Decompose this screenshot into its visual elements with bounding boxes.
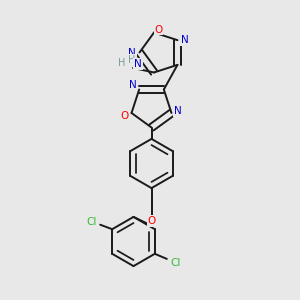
Text: Cl: Cl: [171, 258, 181, 268]
Text: H: H: [128, 55, 135, 65]
Text: Cl: Cl: [86, 217, 96, 227]
Text: N: N: [134, 59, 142, 69]
Text: O: O: [147, 216, 156, 226]
Text: N: N: [174, 106, 182, 116]
Text: H: H: [118, 58, 125, 68]
Text: N: N: [129, 80, 136, 90]
Text: O: O: [121, 111, 129, 121]
Text: N: N: [128, 47, 136, 58]
Text: O: O: [154, 25, 163, 34]
Text: N: N: [181, 35, 189, 45]
